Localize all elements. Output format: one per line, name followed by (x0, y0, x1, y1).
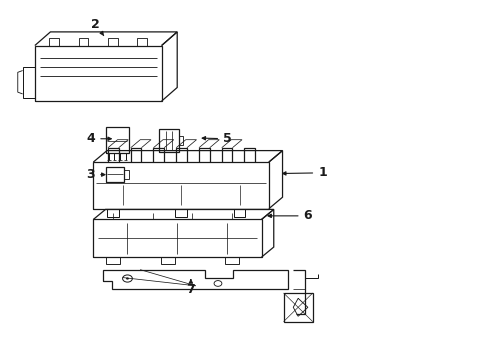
Text: 6: 6 (267, 210, 311, 222)
Text: 4: 4 (86, 132, 111, 145)
Text: 2: 2 (91, 18, 103, 36)
Text: 5: 5 (202, 132, 231, 145)
Circle shape (126, 278, 129, 280)
Text: 1: 1 (282, 166, 326, 179)
Text: 7: 7 (186, 280, 195, 296)
Text: 3: 3 (86, 168, 105, 181)
